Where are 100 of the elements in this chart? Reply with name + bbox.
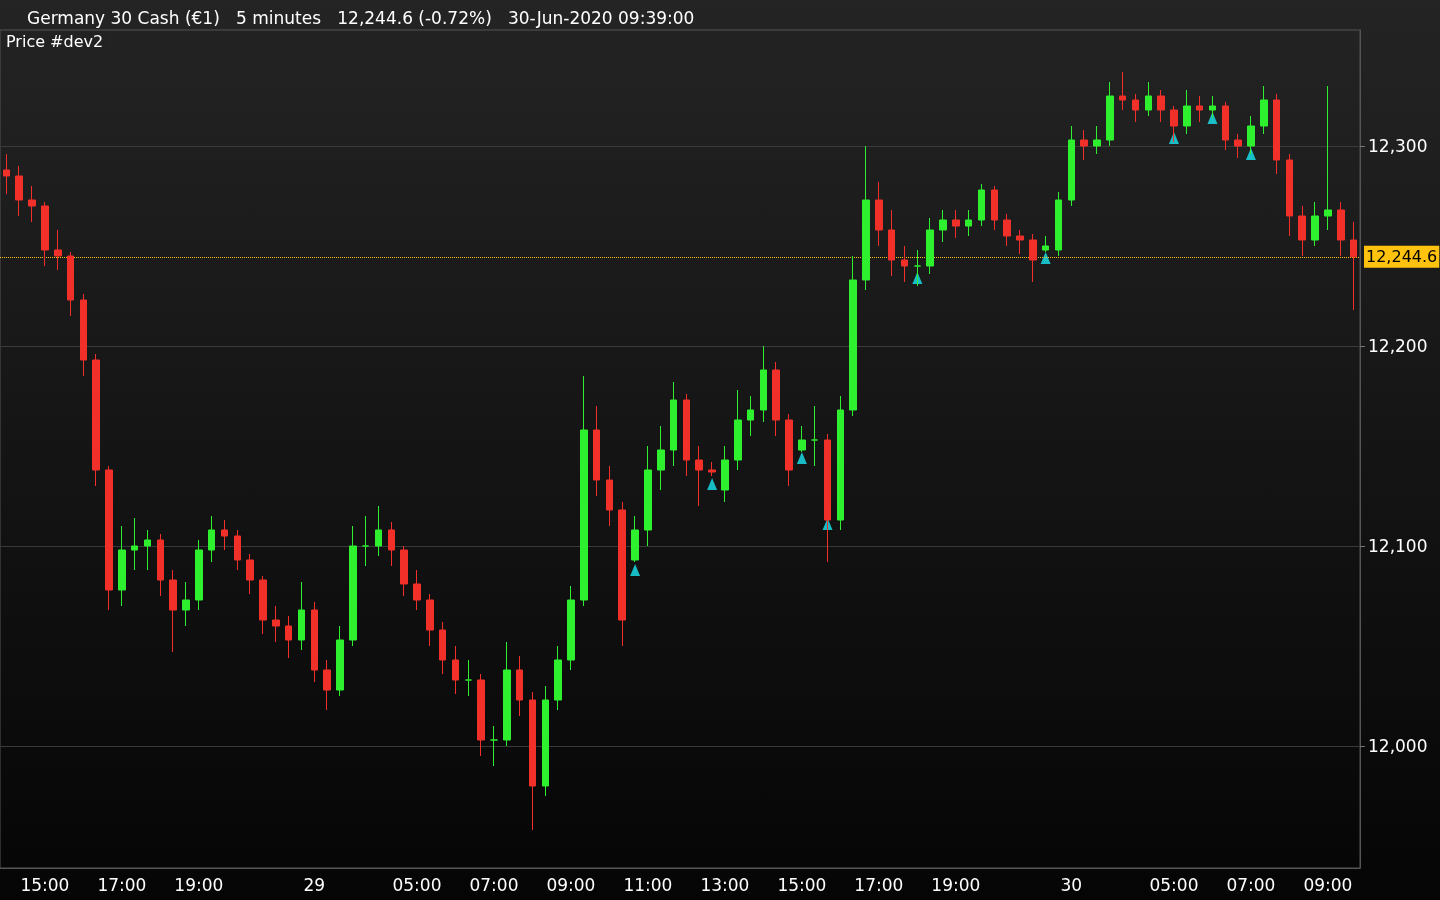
x-tick-label: 15:00 bbox=[777, 874, 827, 895]
candlestick bbox=[1157, 89, 1165, 123]
candlestick bbox=[105, 465, 113, 611]
candlestick bbox=[1222, 101, 1229, 151]
candlestick bbox=[54, 229, 62, 271]
candlestick bbox=[1324, 85, 1332, 231]
candlestick bbox=[195, 539, 203, 611]
candlestick bbox=[785, 413, 793, 487]
candlestick bbox=[157, 533, 164, 597]
candlestick bbox=[426, 593, 434, 647]
candlestick bbox=[631, 515, 639, 563]
candlestick bbox=[580, 375, 588, 607]
candlestick bbox=[452, 645, 459, 695]
candlestick bbox=[1003, 213, 1011, 247]
candlestick bbox=[413, 569, 421, 611]
point bbox=[1245, 148, 1256, 160]
candlestick bbox=[1080, 129, 1088, 161]
candlestick bbox=[798, 425, 806, 453]
x-tick-label: 29 bbox=[303, 874, 326, 895]
point bbox=[1207, 112, 1218, 124]
candlestick bbox=[1183, 89, 1191, 135]
candlestick bbox=[747, 395, 754, 437]
candlestick bbox=[246, 553, 254, 595]
candlestick bbox=[92, 353, 100, 487]
candlestick bbox=[1260, 85, 1268, 135]
candlestick bbox=[670, 381, 677, 467]
x-tick-label: 15:00 bbox=[20, 874, 70, 895]
candlestick bbox=[760, 345, 767, 423]
candlestick bbox=[516, 655, 523, 717]
candlestick bbox=[529, 691, 536, 831]
candlestick bbox=[991, 185, 998, 231]
point bbox=[630, 564, 641, 576]
x-tick-label: 17:00 bbox=[97, 874, 147, 895]
y-tick-label: 12,000 bbox=[1368, 736, 1428, 756]
candlestick bbox=[644, 445, 652, 547]
candlestick bbox=[3, 153, 10, 195]
candlestick bbox=[683, 393, 690, 477]
candlestick bbox=[131, 517, 138, 571]
candlestick bbox=[375, 505, 382, 557]
candlestick bbox=[400, 545, 408, 597]
candlestick bbox=[28, 185, 36, 223]
point bbox=[796, 452, 807, 464]
candlestick bbox=[144, 529, 151, 571]
candlestick bbox=[1016, 229, 1024, 255]
candlestick bbox=[1196, 95, 1203, 123]
y-tick-label: 12,300 bbox=[1368, 136, 1428, 156]
candlestick bbox=[1068, 125, 1075, 207]
candlestick bbox=[772, 361, 780, 437]
candlestick bbox=[862, 145, 870, 291]
x-tick-label: 19:00 bbox=[931, 874, 981, 895]
candlestick bbox=[849, 255, 857, 417]
candlestick bbox=[323, 659, 331, 711]
candlestick bbox=[567, 585, 575, 671]
x-tick-label: 17:00 bbox=[854, 874, 904, 895]
chart-title: Germany 30 Cash (€1) 5 minutes 12,244.6 (-0.72%) 30-Jun-2020 09:39:00 bbox=[27, 7, 695, 28]
candlestick bbox=[503, 641, 511, 747]
candlestick bbox=[618, 501, 626, 647]
candlestick bbox=[837, 395, 844, 531]
candlestick bbox=[298, 581, 305, 651]
candlestick bbox=[811, 405, 818, 467]
candlestick bbox=[978, 183, 985, 227]
candlestick bbox=[362, 515, 369, 567]
candlestick bbox=[234, 529, 241, 571]
y-tick-label: 12,100 bbox=[1368, 536, 1428, 556]
ref-line-label: 12,244.6 bbox=[1366, 247, 1438, 267]
candlestick bbox=[490, 725, 498, 767]
candlestick bbox=[1234, 133, 1242, 159]
candlestick bbox=[657, 425, 665, 491]
candlestick bbox=[272, 605, 280, 643]
candlestick bbox=[1055, 191, 1062, 257]
candlestick bbox=[1337, 201, 1345, 257]
candlestick bbox=[15, 165, 23, 217]
candlestick bbox=[1029, 233, 1037, 283]
candlestick bbox=[1311, 201, 1319, 247]
candlestick bbox=[734, 389, 742, 471]
candlestick bbox=[388, 521, 395, 567]
candlestick bbox=[1132, 93, 1139, 123]
candlestick bbox=[939, 209, 947, 243]
candlestick bbox=[439, 621, 446, 675]
candlestick bbox=[182, 581, 190, 627]
candlestick bbox=[606, 465, 613, 527]
candlestick bbox=[1145, 81, 1152, 117]
candlestick bbox=[875, 181, 883, 247]
candlestick bbox=[169, 569, 177, 653]
candlestick bbox=[1273, 93, 1280, 175]
x-tick-label: 07:00 bbox=[469, 874, 519, 895]
candlestick bbox=[888, 209, 895, 277]
x-tick-label: 30 bbox=[1060, 874, 1083, 895]
candlestick bbox=[554, 645, 562, 711]
candlestick bbox=[80, 293, 87, 377]
candlestick bbox=[1350, 221, 1357, 311]
candlestick bbox=[477, 673, 485, 757]
candlestick bbox=[208, 515, 215, 563]
candlestick bbox=[41, 201, 49, 267]
candlestick bbox=[695, 445, 703, 507]
x-tick-label: 13:00 bbox=[700, 874, 750, 895]
x-tick-label: 05:00 bbox=[392, 874, 442, 895]
chart-subtitle: Price #dev2 bbox=[6, 31, 104, 51]
candlestick bbox=[221, 519, 228, 551]
y-tick-label: 12,200 bbox=[1368, 336, 1428, 356]
